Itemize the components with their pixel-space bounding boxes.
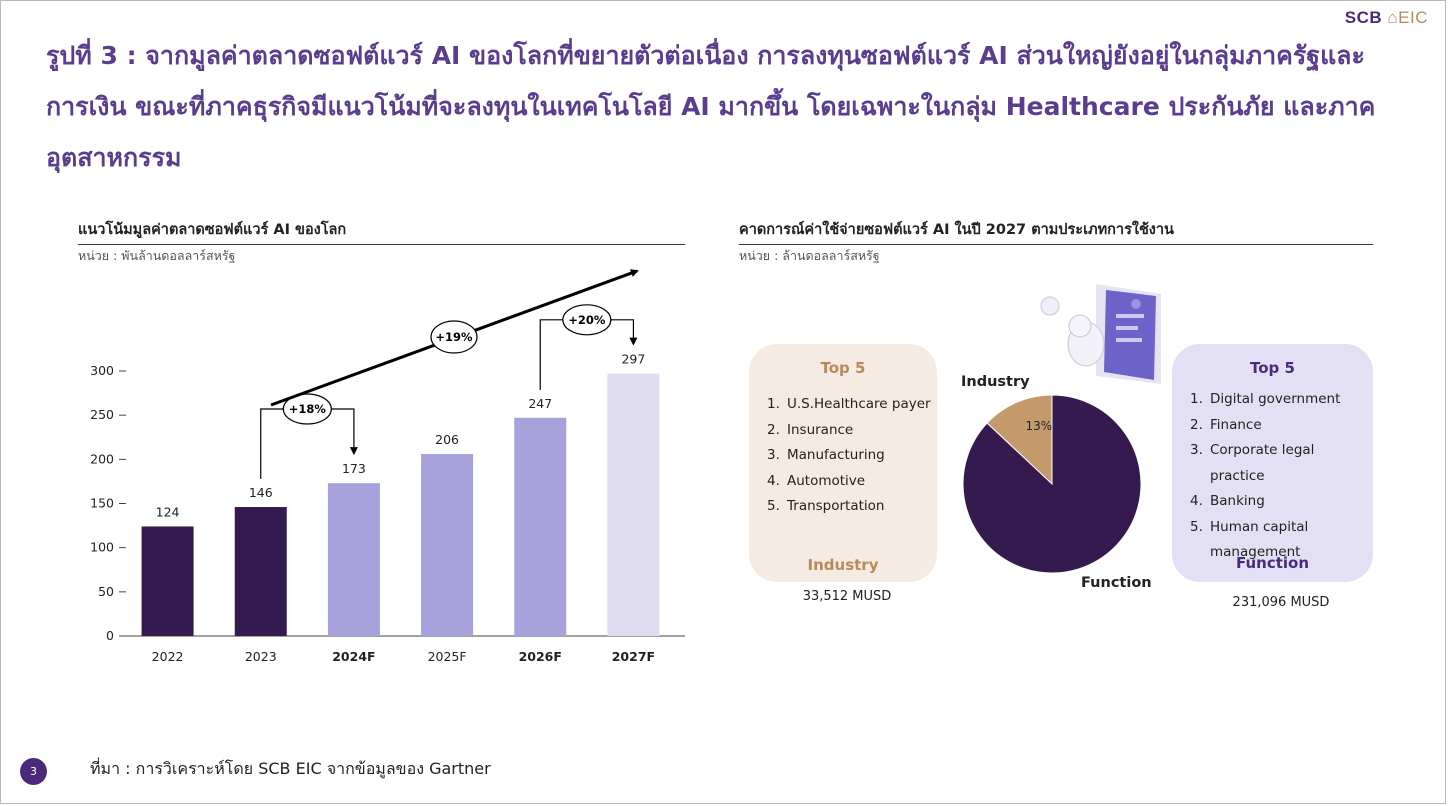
bar-value-label: 247: [528, 396, 552, 411]
function-total: 231,096 MUSD: [1232, 595, 1330, 610]
list-text: Insurance: [787, 421, 854, 438]
bar-chart-title: แนวโน้มมูลค่าตลาดซอฟต์แวร์ AI ของโลก: [78, 218, 685, 245]
trend-badge: [430, 320, 478, 354]
y-tick-label: 250: [90, 407, 114, 422]
bar-chart: 0 50 100 150 200 250 300 124 2022 146 2023 173 2024F…: [90, 269, 685, 664]
x-tick-label: 2025F: [428, 649, 467, 664]
list-number: 5.: [767, 498, 780, 514]
pie-label-industry: Industry: [961, 374, 1030, 390]
x-tick-label: 2024F: [332, 649, 375, 664]
industry-item: 5. Transportation: [767, 494, 937, 520]
function-box-header: Top 5: [1250, 359, 1295, 377]
bar: [421, 454, 474, 636]
pie-chart: 13%87%: [962, 394, 1142, 574]
bar: [607, 373, 660, 636]
source-note: ที่มา : การวิเคราะห์โดย SCB EIC จากข้อมู…: [90, 759, 491, 778]
bar-value-label: 146: [249, 485, 273, 500]
industry-item: 4. Automotive: [767, 469, 937, 495]
pie-slice: [986, 394, 1053, 486]
list-text: Corporate legal practice: [1210, 442, 1315, 484]
growth-label: +18%: [289, 402, 327, 416]
x-tick-label: 2027F: [612, 649, 655, 664]
bar: [327, 483, 380, 636]
growth-badge: [562, 304, 612, 336]
industry-item: 2. Insurance: [767, 418, 937, 444]
bar: [514, 417, 567, 636]
function-item: 3. Corporate legal practice: [1190, 438, 1370, 489]
pie-chart-title: คาดการณ์ค่าใช้จ่ายซอฟต์แวร์ AI ในปี 2027…: [739, 218, 1373, 245]
bar: [141, 526, 194, 636]
growth-badge: [282, 393, 332, 425]
list-text: Digital government: [1210, 391, 1341, 407]
list-number: 2.: [767, 421, 780, 438]
list-number: 3.: [767, 447, 780, 463]
growth-label: +20%: [568, 313, 606, 327]
list-number: 4.: [767, 472, 780, 489]
bar-value-label: 173: [342, 461, 366, 476]
y-tick-label: 100: [90, 540, 114, 555]
list-text: Transportation: [787, 498, 885, 514]
pie-label-function: Function: [1081, 575, 1152, 591]
list-number: 3.: [1190, 442, 1203, 458]
bar-chart-unit: หน่วย : พันล้านดอลลาร์สหรัฐ: [78, 248, 236, 263]
ai-robot-illustration: [1040, 284, 1161, 384]
pie-value-label: 13%: [1025, 419, 1052, 433]
list-text: Automotive: [787, 472, 866, 489]
list-number: 2.: [1190, 416, 1203, 433]
function-list: 1. Digital government 2. Finance 3. Corporate…: [1190, 387, 1370, 566]
page-number: 3: [20, 758, 47, 785]
industry-list: 1. U.S.Healthcare payer 2. Insurance 3. Manuf…: [767, 392, 937, 520]
function-item: 4. Banking: [1190, 489, 1370, 515]
y-tick-label: 150: [90, 496, 114, 511]
list-text: Human capital management: [1210, 518, 1309, 561]
x-tick-label: 2026F: [519, 649, 562, 664]
y-tick-label: 300: [90, 363, 114, 378]
list-text: Banking: [1210, 493, 1265, 509]
function-top5-box: Top 5 1. Digital government 2. Finance 3. Cor…: [1172, 344, 1373, 582]
industry-box-header: Top 5: [820, 359, 866, 377]
list-text: U.S.Healthcare payer: [787, 396, 931, 412]
list-number: 4.: [1190, 493, 1203, 509]
bar-value-label: 297: [621, 352, 645, 367]
y-tick-label: 0: [106, 628, 114, 643]
bar-value-label: 206: [435, 432, 459, 447]
list-number: 5.: [1190, 518, 1203, 535]
y-tick-label: 50: [98, 584, 114, 599]
function-box-footer: Function: [1235, 554, 1310, 572]
industry-item: 3. Manufacturing: [767, 443, 937, 469]
x-tick-label: 2022: [152, 649, 184, 664]
list-text: Finance: [1210, 416, 1262, 433]
function-item: 5. Human capital management: [1190, 515, 1370, 566]
pie-chart-unit: หน่วย : ล้านดอลลาร์สหรัฐ: [739, 248, 880, 263]
function-item: 2. Finance: [1190, 413, 1370, 439]
industry-item: 1. U.S.Healthcare payer: [767, 392, 937, 418]
industry-top5-box: Top 5 1. U.S.Healthcare payer 2. Insurance 3…: [749, 344, 937, 582]
bar-value-label: 124: [156, 504, 180, 519]
function-item: 1. Digital government: [1190, 387, 1370, 413]
pie-slice: [962, 394, 1142, 574]
bar: [234, 507, 287, 636]
list-number: 1.: [1190, 391, 1203, 407]
trend-label: +19%: [435, 330, 473, 344]
list-text: Manufacturing: [787, 447, 885, 463]
slide-title: รูปที่ 3 : จากมูลค่าตลาดซอฟต์แวร์ AI ของ…: [46, 41, 1376, 172]
x-tick-label: 2023: [245, 649, 277, 664]
list-number: 1.: [767, 396, 780, 412]
industry-total: 33,512 MUSD: [802, 589, 892, 604]
y-tick-label: 200: [90, 451, 114, 466]
scb-eic-logo: SCB ⌂EIC: [1344, 8, 1428, 27]
industry-box-footer: Industry: [807, 556, 879, 574]
